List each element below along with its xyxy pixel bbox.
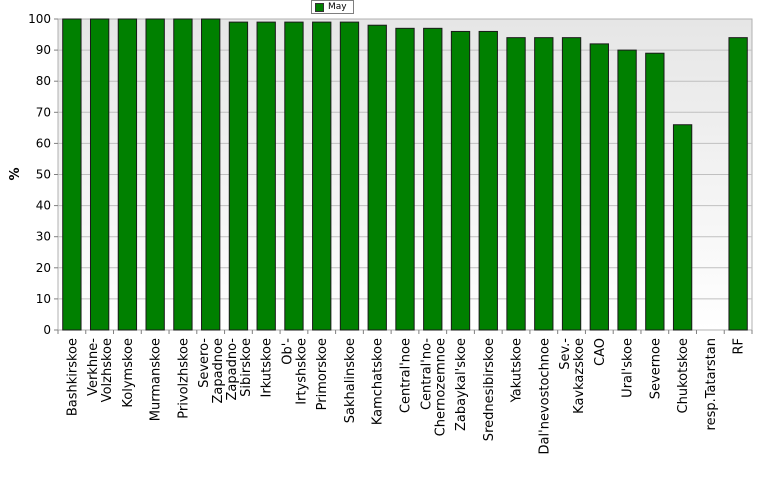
x-tick-label-line: Verkhne- — [86, 338, 101, 396]
x-tick-label-line: Ob'- — [280, 338, 295, 365]
x-tick-label: CAO — [593, 338, 608, 366]
x-tick-label-line: Privolzhskoe — [176, 338, 191, 419]
bar — [478, 30, 498, 331]
x-tick-label: Sakhalinskoe — [343, 338, 358, 423]
x-tick-label: resp.Tatarstan — [704, 338, 719, 430]
x-tick-label-line: Zabaykal'skoe — [454, 338, 469, 431]
y-tick-label: 0 — [43, 323, 51, 337]
x-tick-label-line: Bashkirskoe — [65, 338, 80, 416]
bar — [672, 124, 693, 331]
x-tick-label-line: Volzhskoe — [100, 338, 115, 402]
x-tick-label: Primorskoe — [315, 338, 330, 410]
x-axis-labels: Bashkirskoe Verkhne-Volzhskoe Kolymskoe Mur… — [57, 330, 753, 454]
x-tick-label-line: Zapadno- — [225, 338, 240, 401]
bar — [534, 37, 554, 331]
x-tick-label-line: Chukotskoe — [676, 338, 691, 413]
y-tick-label: 100 — [28, 12, 51, 26]
y-tick-label: 10 — [36, 292, 51, 306]
bar — [367, 24, 387, 331]
y-tick-label: 50 — [36, 168, 51, 182]
x-tick-label-line: Sakhalinskoe — [343, 338, 358, 423]
x-tick-label-line: RF — [732, 338, 747, 355]
y-tick-label: 70 — [36, 105, 51, 119]
bar — [284, 21, 304, 331]
x-tick-label-line: Irtyshskoe — [294, 338, 309, 405]
x-tick-label-line: Central'no- — [419, 338, 434, 410]
x-tick-label-line: Sibirskoe — [239, 338, 254, 397]
x-tick-label-line: Irkutskoe — [260, 338, 275, 397]
x-tick-label-line: Murmanskoe — [149, 338, 164, 421]
x-tick-label-line: resp.Tatarstan — [704, 338, 719, 430]
x-tick-label: RF — [732, 338, 747, 355]
y-tick-label: 80 — [36, 74, 51, 88]
x-tick-label: Bashkirskoe — [65, 338, 80, 416]
x-tick-label: Dal'nevostochnoe — [537, 338, 552, 454]
bar — [450, 30, 471, 331]
x-tick-label: Central'noe — [399, 338, 414, 413]
y-tick-label: 60 — [36, 136, 51, 150]
x-tick-label: Ob'-Irtyshskoe — [280, 338, 309, 405]
bar — [617, 49, 637, 331]
x-tick-label: Severnoe — [648, 338, 663, 399]
bar — [89, 18, 110, 331]
x-tick-label-line: Kavkazskoe — [572, 338, 587, 414]
x-tick-label-line: Ural'skoe — [621, 338, 636, 398]
x-tick-label-line: Severo- — [197, 338, 212, 388]
x-tick-label-line: Primorskoe — [315, 338, 330, 410]
bar — [228, 21, 249, 331]
x-tick-label: Kamchatskoe — [371, 338, 386, 425]
y-tick-label: 20 — [36, 261, 51, 275]
x-tick-label: Srednesibirskoe — [482, 338, 497, 441]
x-tick-label: Yakutskoe — [510, 338, 525, 403]
bar — [173, 18, 193, 331]
x-tick-label: Kolymskoe — [121, 338, 136, 408]
bar — [201, 18, 221, 331]
x-tick-label-line: Yakutskoe — [510, 338, 525, 403]
x-tick-label: Irkutskoe — [260, 338, 275, 397]
x-tick-label-line: Dal'nevostochnoe — [537, 338, 552, 454]
bar — [339, 21, 360, 331]
bar — [728, 37, 748, 331]
y-axis-label: % — [8, 167, 23, 180]
bar — [312, 21, 332, 331]
legend: May — [311, 0, 354, 14]
x-tick-label: Sev.-Kavkazskoe — [558, 338, 587, 414]
y-tick-label: 30 — [36, 230, 51, 244]
bar — [561, 37, 582, 331]
x-tick-label: Privolzhskoe — [176, 338, 191, 419]
x-tick-label-line: Srednesibirskoe — [482, 338, 497, 441]
bar — [145, 18, 165, 331]
x-tick-label: Severo-Zapadnoe — [197, 338, 226, 404]
x-tick-label-line: Central'noe — [399, 338, 414, 413]
x-tick-label: Zabaykal'skoe — [454, 338, 469, 431]
x-tick-label: Ural'skoe — [621, 338, 636, 398]
y-axis-ticks: 0 10 20 30 40 50 60 70 80 90 100 — [28, 12, 58, 337]
bars — [62, 18, 748, 331]
x-tick-label-line: Zapadnoe — [211, 338, 226, 404]
x-tick-label-line: Severnoe — [648, 338, 663, 399]
bar — [589, 43, 609, 331]
x-tick-label: Zapadno-Sibirskoe — [225, 338, 254, 401]
x-tick-label: Murmanskoe — [149, 338, 164, 421]
x-tick-label-line: Sev.- — [558, 338, 573, 370]
y-tick-label: 90 — [36, 43, 51, 57]
bar — [645, 52, 665, 331]
legend-swatch — [315, 2, 324, 12]
y-tick-label: 40 — [36, 199, 51, 213]
bar — [256, 21, 276, 331]
bar — [117, 18, 138, 331]
x-tick-label: Verkhne-Volzhskoe — [86, 338, 115, 403]
bar — [506, 37, 526, 331]
x-tick-label-line: Chernozemnoe — [433, 338, 448, 436]
x-tick-label-line: Kamchatskoe — [371, 338, 386, 425]
bar — [395, 27, 415, 331]
bar — [423, 27, 443, 331]
bar — [62, 18, 82, 331]
x-tick-label: Chukotskoe — [676, 338, 691, 413]
x-tick-label: Central'no-Chernozemnoe — [419, 338, 448, 437]
legend-label: May — [328, 2, 347, 12]
x-tick-label-line: Kolymskoe — [121, 338, 136, 408]
x-tick-label-line: CAO — [593, 338, 608, 366]
